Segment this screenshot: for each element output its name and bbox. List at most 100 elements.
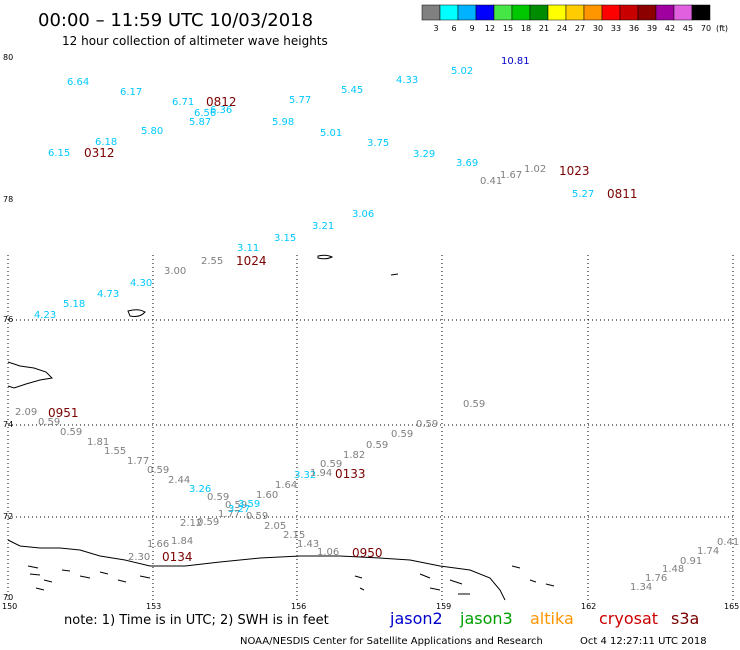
pass-time-label: 0312 [84, 146, 115, 160]
legend-label: 33 [611, 24, 621, 33]
wave-height-label: 0.59 [38, 417, 60, 428]
legend-label: 18 [521, 24, 531, 33]
wave-height-label: 5.98 [272, 117, 294, 128]
pass-time-label: 0951 [48, 406, 79, 420]
wave-height-label: 1.34 [630, 582, 652, 593]
footer-credit: NOAA/NESDIS Center for Satellite Applica… [240, 636, 543, 647]
legend-label: 70 [701, 24, 711, 33]
wave-height-label: 0.59 [463, 399, 485, 410]
wave-height-label: 5.27 [572, 189, 594, 200]
lat-label: 76 [3, 315, 13, 324]
wave-height-label: 4.73 [97, 289, 119, 300]
legend-label: 42 [665, 24, 675, 33]
lon-axis: 150 153 156 159 162 165 [2, 602, 739, 611]
wave-height-label: 0.41 [717, 537, 739, 548]
wave-height-label: 2.15 [283, 530, 305, 541]
lat-label: 78 [3, 195, 13, 204]
pass-time-label: 1023 [559, 164, 590, 178]
wave-height-label: 1.02 [524, 164, 546, 175]
wave-height-label: 3.06 [352, 209, 374, 220]
wave-height-label: 6.17 [120, 87, 142, 98]
sat-altika: altika [530, 609, 574, 628]
lat-label: 72 [3, 512, 13, 521]
sat-jason2: jason2 [389, 609, 443, 628]
legend-label: 3 [433, 24, 438, 33]
wave-height-label: 3.00 [164, 266, 186, 277]
legend-label: 36 [629, 24, 639, 33]
lon-label: 156 [291, 602, 306, 611]
wave-height-label: 5.01 [320, 128, 342, 139]
legend-swatch [493, 4, 513, 21]
legend-swatch [439, 4, 459, 21]
legend-unit: (ft) [716, 24, 728, 33]
lat-axis: 80 78 76 74 72 70 [3, 53, 13, 602]
wave-height-label: 5.02 [451, 66, 473, 77]
wave-height-label: 6.56 [194, 108, 216, 119]
wave-height-label: 1.60 [256, 490, 278, 501]
wave-height-label: 2.44 [168, 475, 190, 486]
wave-height-label: 3.27 [228, 504, 250, 515]
legend-swatch [601, 4, 621, 21]
legend-label: 39 [647, 24, 657, 33]
legend-label: 12 [485, 24, 495, 33]
legend-label: 9 [469, 24, 474, 33]
wave-height-label: 3.29 [413, 149, 435, 160]
wave-height-label: 6.71 [172, 97, 194, 108]
wave-height-label: 4.23 [34, 310, 56, 321]
wave-height-label: 1.74 [697, 546, 719, 557]
legend-swatch [547, 4, 567, 21]
wave-height-label: 0.59 [366, 440, 388, 451]
legend-swatch [655, 4, 675, 21]
wave-height-label: 1.82 [343, 450, 365, 461]
wave-height-label: 0.59 [147, 465, 169, 476]
wave-height-label: 1.67 [500, 170, 522, 181]
sat-jason3: jason3 [459, 609, 513, 628]
wave-height-observations: 6.64 6.17 6.716.566.36 5.77 5.45 4.33 5.02 10.8… [15, 56, 739, 593]
wave-height-label: 0.59 [246, 511, 268, 522]
wave-height-label: 5.87 [189, 117, 211, 128]
wave-height-label: 0.41 [480, 176, 502, 187]
sat-cryosat: cryosat [599, 609, 658, 628]
legend-swatch [511, 4, 531, 21]
wave-height-label: 0.59 [391, 429, 413, 440]
legend-swatch [475, 4, 495, 21]
wave-height-label: 1.84 [171, 536, 193, 547]
legend-swatch [421, 4, 441, 21]
wave-height-label: 1.48 [662, 564, 684, 575]
legend-label: 15 [503, 24, 513, 33]
wave-height-label: 0.59 [225, 500, 247, 511]
legend-label: 6 [451, 24, 456, 33]
wave-height-label: 5.77 [289, 95, 311, 106]
wave-height-label: 3.15 [274, 233, 296, 244]
color-legend: 3 6 9 12 15 18 21 24 27 30 33 36 39 42 45 70 (ft) [421, 4, 728, 33]
wave-height-label: 5.45 [341, 85, 363, 96]
wave-height-label: 1.43 [297, 539, 319, 550]
wave-height-label: 10.81 [501, 56, 530, 67]
wave-height-label: 6.36 [210, 105, 232, 116]
lat-label: 70 [3, 593, 13, 602]
wave-height-label: 0.59 [60, 427, 82, 438]
island-small-1 [127, 309, 146, 317]
map-subtitle: 12 hour collection of altimeter wave hei… [62, 34, 328, 48]
island-cluster-2 [354, 565, 555, 595]
wave-height-label: 0.59 [197, 517, 219, 528]
legend-swatch [565, 4, 585, 21]
wave-height-label: 5.18 [63, 299, 85, 310]
wave-height-label: 0.59 [416, 419, 438, 430]
wave-height-label: 4.30 [130, 278, 152, 289]
legend-swatch [637, 4, 657, 21]
map-title: 00:00 – 11:59 UTC 10/03/2018 [38, 10, 313, 31]
legend-swatch [691, 4, 711, 21]
wave-height-label: 6.64 [67, 77, 89, 88]
footnote: note: 1) Time is in UTC; 2) SWH is in fe… [64, 613, 329, 628]
legend-label: 24 [557, 24, 567, 33]
wave-height-label: 2.12 [180, 518, 202, 529]
lon-label: 159 [436, 602, 451, 611]
wave-height-label: 6.18 [95, 137, 117, 148]
legend-label: 45 [683, 24, 693, 33]
wave-height-label: 3.26 [189, 484, 211, 495]
grid [7, 255, 735, 600]
wave-height-label: 2.55 [201, 256, 223, 267]
pass-time-label: 0133 [335, 467, 366, 481]
footer-timestamp: Oct 4 12:27:11 UTC 2018 [580, 636, 707, 647]
